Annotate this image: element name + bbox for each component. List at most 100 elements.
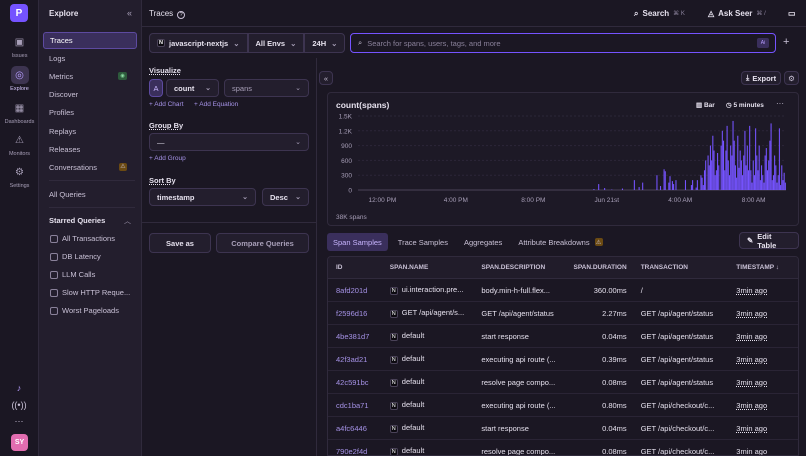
starred-query-item[interactable]: DB Latency <box>50 252 101 261</box>
chart-bar[interactable] <box>739 150 741 190</box>
edit-table-button[interactable]: ✎ Edit Table <box>739 232 799 250</box>
chart-bar[interactable] <box>721 130 723 190</box>
chart-bar[interactable] <box>673 184 675 190</box>
timestamp-cell[interactable]: 3min ago <box>724 424 798 433</box>
chart-bar[interactable] <box>684 180 687 190</box>
sidebar-item-releases[interactable]: Releases <box>43 141 137 158</box>
help-icon[interactable]: ♪ <box>16 383 22 393</box>
rail-item-monitors[interactable]: ⚠ Monitors <box>0 131 39 158</box>
chart-bar[interactable] <box>664 171 666 190</box>
feedback-icon[interactable]: ▭ <box>788 9 796 18</box>
chart-bar[interactable] <box>783 172 785 190</box>
add-filter-icon[interactable]: + <box>783 36 790 48</box>
chart-bar[interactable] <box>738 167 740 190</box>
chart-bar[interactable] <box>770 123 772 190</box>
chart-bar[interactable] <box>752 160 754 190</box>
chart-bar[interactable] <box>759 180 761 190</box>
time-range-selector[interactable]: 24H ⌄ <box>304 33 346 53</box>
chart-bar[interactable] <box>696 180 698 190</box>
chart-bar[interactable] <box>750 170 752 190</box>
chart-bar[interactable] <box>663 169 665 190</box>
chart-bar[interactable] <box>659 186 662 190</box>
chart-bar[interactable] <box>604 188 606 190</box>
span-id-link[interactable]: 4be381d7 <box>328 332 382 341</box>
column-header[interactable]: ID <box>336 264 343 271</box>
chart-bar[interactable] <box>692 180 694 190</box>
chart-bar[interactable] <box>743 155 745 190</box>
starred-query-item[interactable]: LLM Calls <box>50 270 95 279</box>
chart-bar[interactable] <box>756 155 758 190</box>
table-row[interactable]: f2596d16 N GET /api/agent/s... GET /api/age… <box>328 302 798 325</box>
chart-bar[interactable] <box>763 182 765 190</box>
span-id-link[interactable]: f2596d16 <box>328 309 382 318</box>
chart-bar[interactable] <box>713 150 715 190</box>
chart-bar[interactable] <box>722 140 725 190</box>
field-select[interactable]: spans ⌄ <box>224 79 309 97</box>
chart-bar[interactable] <box>778 128 780 190</box>
chart-bar[interactable] <box>744 130 746 190</box>
chart-bar[interactable] <box>737 135 739 190</box>
org-logo[interactable]: P <box>10 4 28 22</box>
add-group-button[interactable]: + Add Group <box>149 155 186 162</box>
aggregate-select[interactable]: count ⌄ <box>166 79 219 97</box>
chart-bar[interactable] <box>715 170 717 190</box>
chart-bar[interactable] <box>768 160 770 190</box>
chart-bar[interactable] <box>782 180 784 190</box>
chart-bar[interactable] <box>705 160 707 190</box>
chart-bar[interactable] <box>734 165 736 190</box>
sidebar-item-traces[interactable]: Traces <box>43 32 137 49</box>
chart-bar[interactable] <box>766 170 769 190</box>
chart-bar[interactable] <box>742 175 744 190</box>
chart-bar[interactable] <box>777 175 779 190</box>
chart-bar[interactable] <box>718 165 720 190</box>
timestamp-cell[interactable]: 3min ago <box>724 332 798 341</box>
broadcast-icon[interactable]: ((•)) <box>11 400 27 410</box>
tab-aggregates[interactable]: Aggregates <box>458 233 508 251</box>
chart-bar[interactable] <box>642 182 644 190</box>
sidebar-item-metrics[interactable]: Metrics ◉ <box>43 68 137 85</box>
sidebar-item-replays[interactable]: Replays <box>43 123 137 140</box>
chart-bar[interactable] <box>746 145 748 190</box>
chart-bar[interactable] <box>757 170 759 190</box>
chart-bar[interactable] <box>776 182 778 190</box>
chart-bar[interactable] <box>758 145 760 190</box>
chart-bar[interactable] <box>726 125 728 190</box>
chart-bar[interactable] <box>765 148 767 190</box>
span-id-link[interactable]: 42f3ad21 <box>328 355 382 364</box>
tab-span-samples[interactable]: Span Samples <box>327 233 388 251</box>
chart-bar[interactable] <box>724 170 726 190</box>
column-header[interactable]: TRANSACTION <box>640 264 688 271</box>
span-id-link[interactable]: a4fc6446 <box>328 424 382 433</box>
chart-bar[interactable] <box>731 155 733 190</box>
chart-bar[interactable] <box>762 175 764 190</box>
more-icon[interactable]: ··· <box>14 416 24 426</box>
sort-order-select[interactable]: Desc ⌄ <box>262 188 309 206</box>
chart-bar[interactable] <box>745 165 747 190</box>
sidebar-item-conversations[interactable]: Conversations ⚠ <box>43 159 137 176</box>
user-avatar[interactable]: SY <box>11 434 28 451</box>
timestamp-cell[interactable]: 3min ago <box>724 355 798 364</box>
chart-bar[interactable] <box>598 184 600 190</box>
column-header[interactable]: SPAN.DESCRIPTION <box>481 264 546 271</box>
chart-bar[interactable] <box>753 175 755 190</box>
chart-bar[interactable] <box>781 165 783 190</box>
rail-item-explore[interactable]: ◎ Explore <box>0 66 39 92</box>
chart-menu-icon[interactable]: ··· <box>776 99 784 108</box>
chart-bar[interactable] <box>747 170 750 190</box>
tab-attribute-breakdowns[interactable]: Attribute Breakdowns ⚠ <box>512 233 608 251</box>
help-circle-icon[interactable]: ? <box>177 11 186 19</box>
chart-bar[interactable] <box>671 181 673 190</box>
chart-bar[interactable] <box>712 135 714 190</box>
chart-bar[interactable] <box>727 160 729 190</box>
chart-bar[interactable] <box>761 165 763 190</box>
chart-bar[interactable] <box>740 160 742 190</box>
span-id-link[interactable]: 790e2f4d <box>328 447 382 456</box>
chart-bar[interactable] <box>771 180 773 190</box>
timestamp-cell[interactable]: 3min ago <box>724 378 798 387</box>
rail-item-dashboards[interactable]: ▦ Dashboards <box>0 99 39 126</box>
